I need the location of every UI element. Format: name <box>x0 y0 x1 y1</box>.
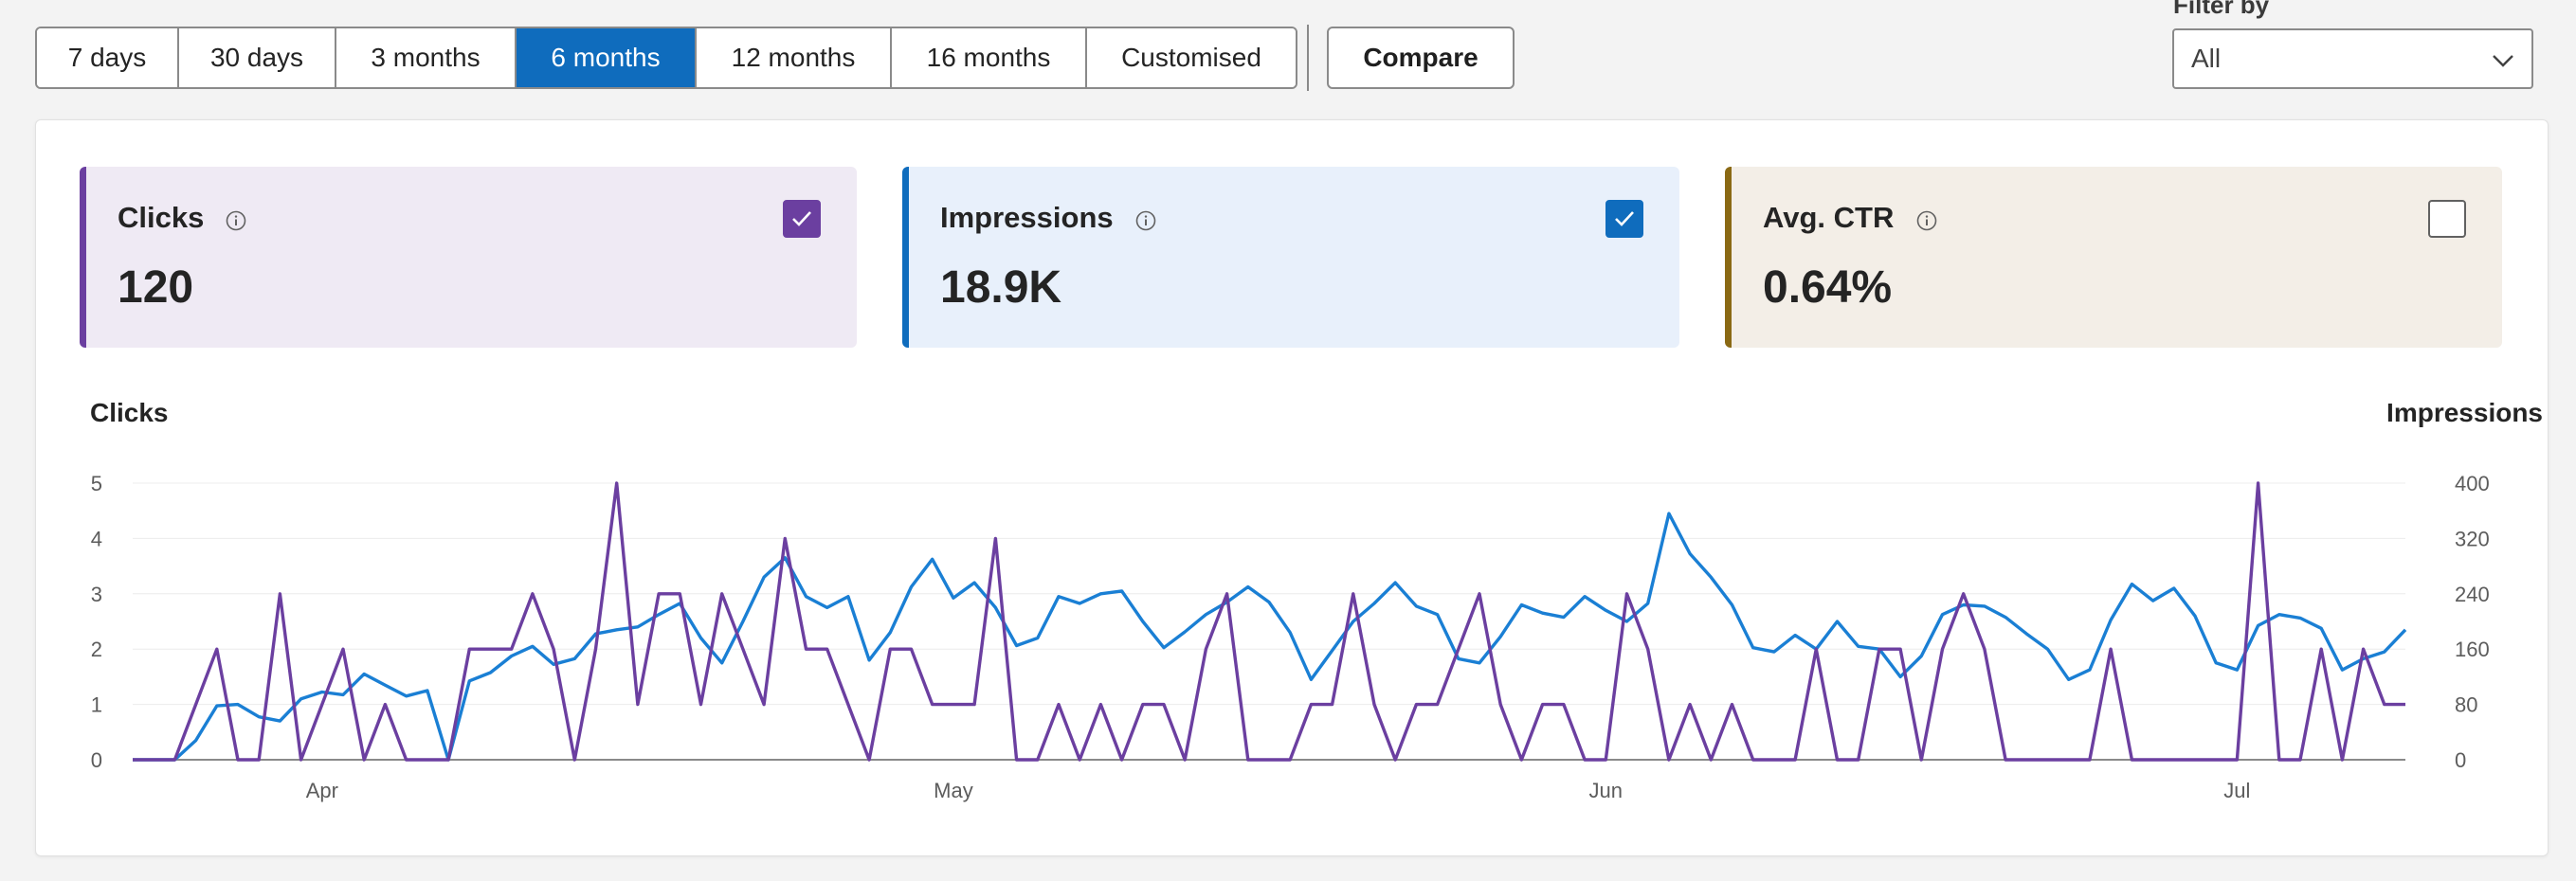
card-title: Impressions <box>940 201 1114 234</box>
y-left-tick-label: 4 <box>91 527 102 550</box>
info-icon[interactable] <box>1916 210 1937 231</box>
range-button-7-days[interactable]: 7 days <box>37 28 179 87</box>
info-icon[interactable] <box>226 210 246 231</box>
metric-card-impressions[interactable]: Impressions 18.9K <box>902 167 1679 348</box>
filter-label: Filter by <box>2173 0 2270 19</box>
x-tick-label: May <box>934 779 973 802</box>
filter-select[interactable]: All <box>2172 28 2533 89</box>
checkbox[interactable] <box>2428 200 2466 238</box>
left-axis-title: Clicks <box>90 398 169 427</box>
card-value: 0.64% <box>1763 262 1893 313</box>
card-accent-bar <box>902 167 909 348</box>
y-left-tick-label: 1 <box>91 693 102 717</box>
y-right-tick-label: 80 <box>2455 693 2477 717</box>
date-range-selector: 7 days 30 days 3 months 6 months 12 months 16… <box>35 27 1297 89</box>
metric-card-avg-ctr[interactable]: Avg. CTR 0.64% <box>1725 167 2502 348</box>
series-line-impressions <box>133 512 2407 762</box>
range-button-16-months[interactable]: 16 months <box>892 28 1087 87</box>
y-left-tick-label: 2 <box>91 638 102 661</box>
y-right-tick-label: 0 <box>2455 748 2466 772</box>
checkmark-icon <box>792 211 811 226</box>
checkbox[interactable] <box>783 200 821 238</box>
y-right-tick-label: 240 <box>2455 583 2490 606</box>
y-right-tick-label: 400 <box>2455 472 2490 495</box>
y-left-tick-label: 5 <box>91 472 102 495</box>
y-left-tick-label: 3 <box>91 583 102 606</box>
card-value: 18.9K <box>940 262 1062 313</box>
metric-card-clicks[interactable]: Clicks 120 <box>80 167 857 348</box>
x-tick-label: Jun <box>1589 779 1623 802</box>
chevron-down-icon <box>2493 55 2513 67</box>
filter-value: All <box>2191 44 2222 73</box>
checkbox[interactable] <box>1605 200 1643 238</box>
info-icon[interactable] <box>1135 210 1156 231</box>
range-button-3-months[interactable]: 3 months <box>336 28 517 87</box>
toolbar-divider <box>1307 25 1309 91</box>
compare-button[interactable]: Compare <box>1327 27 1515 89</box>
series-line-clicks <box>133 481 2405 762</box>
y-right-tick-label: 320 <box>2455 527 2490 550</box>
card-accent-bar <box>1725 167 1732 348</box>
y-right-tick-label: 160 <box>2455 638 2490 661</box>
range-button-customised[interactable]: Customised <box>1087 28 1296 87</box>
card-value: 120 <box>118 262 194 313</box>
right-axis-title: Impressions <box>2386 398 2543 427</box>
card-title: Avg. CTR <box>1763 201 1895 234</box>
card-accent-bar <box>80 167 86 348</box>
x-tick-label: Jul <box>2223 779 2250 802</box>
x-tick-label: Apr <box>306 779 338 802</box>
checkmark-icon <box>1615 211 1634 226</box>
y-left-tick-label: 0 <box>91 748 102 772</box>
range-button-30-days[interactable]: 30 days <box>179 28 336 87</box>
range-button-6-months[interactable]: 6 months <box>517 28 697 87</box>
range-button-12-months[interactable]: 12 months <box>697 28 892 87</box>
card-title: Clicks <box>118 201 205 234</box>
